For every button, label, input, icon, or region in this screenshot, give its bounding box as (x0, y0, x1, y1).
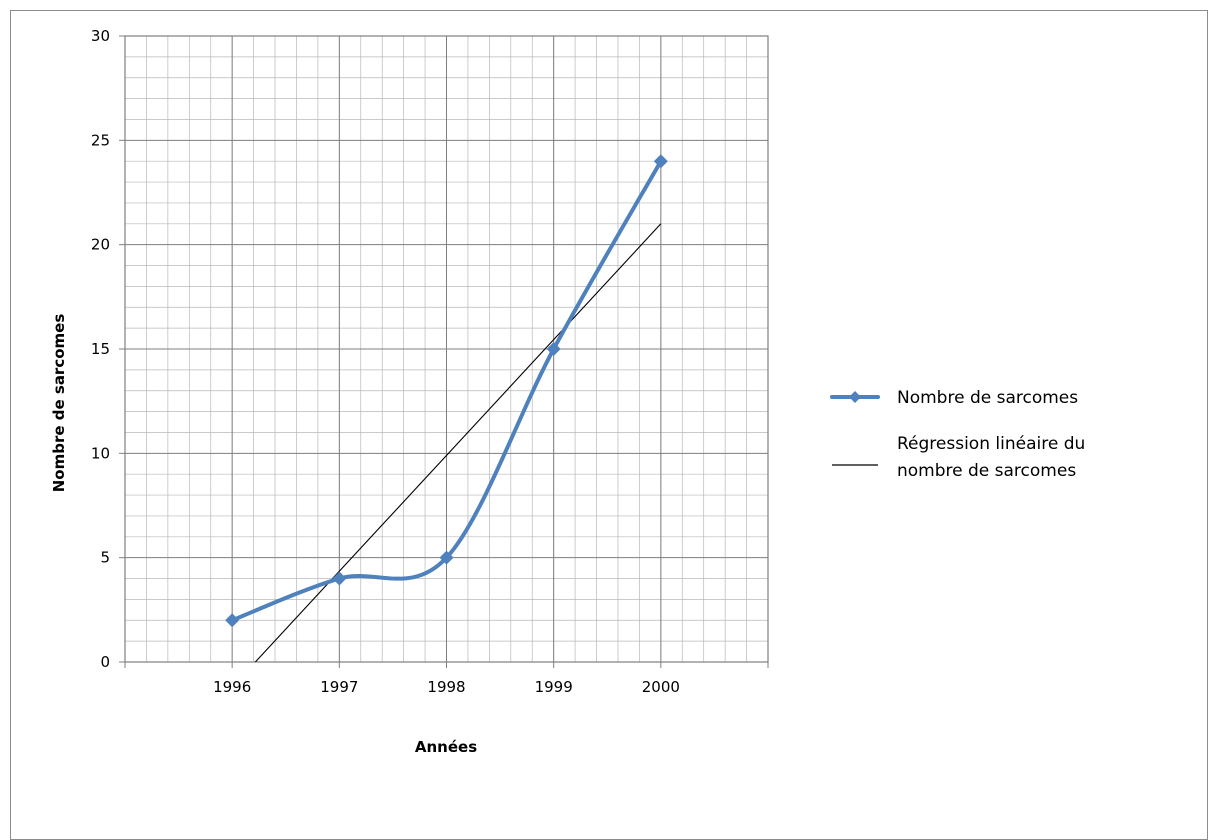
y-tick-label: 5 (100, 549, 110, 567)
y-axis-title: Nombre de sarcomes (50, 314, 68, 493)
y-tick-label: 15 (91, 340, 110, 358)
major-grid (124, 35, 769, 663)
y-tick-label: 20 (91, 236, 110, 254)
x-tick-label: 1999 (535, 678, 573, 696)
data-point-marker (546, 342, 561, 356)
y-tick-label: 0 (100, 653, 110, 671)
x-tick-label: 1996 (213, 678, 251, 696)
data-point-marker (439, 550, 454, 565)
trendline (254, 223, 662, 662)
legend-label-regression-line: nombre de sarcomes (897, 461, 1076, 481)
y-tick-label: 10 (91, 444, 110, 462)
trendline-layer (254, 223, 662, 662)
x-tick-label: 2000 (642, 678, 680, 696)
y-tick-label: 25 (91, 131, 110, 149)
legend-label-nombre-de-sarcomes: Nombre de sarcomes (897, 388, 1078, 408)
legend-label-regression-line: Régression linéaire du (897, 434, 1085, 454)
x-axis-ticks: 1996 1997 1998 1999 2000 (124, 662, 769, 696)
series-layer (225, 154, 668, 628)
y-axis-ticks: 0 5 10 15 20 25 30 (91, 27, 125, 671)
legend-label-regression: Régression linéaire du nombre de sarcomes (897, 434, 1085, 481)
x-tick-label: 1997 (320, 678, 358, 696)
legend: Nombre de sarcomes Régression linéaire du… (830, 388, 1085, 481)
chart-svg: 0 5 10 15 20 25 30 1996 1997 1998 1999 2000 Années… (50, 27, 1085, 756)
data-point-marker (225, 613, 240, 628)
x-tick-label: 1998 (427, 678, 465, 696)
data-point-marker (653, 154, 668, 169)
y-tick-label: 30 (91, 27, 110, 45)
data-point-marker (332, 571, 347, 586)
legend-marker-nombre-de-sarcomes (849, 391, 861, 403)
series-line-nombre-de-sarcomes (230, 159, 663, 623)
x-axis-title: Années (415, 738, 477, 756)
chart-frame (10, 10, 1208, 840)
